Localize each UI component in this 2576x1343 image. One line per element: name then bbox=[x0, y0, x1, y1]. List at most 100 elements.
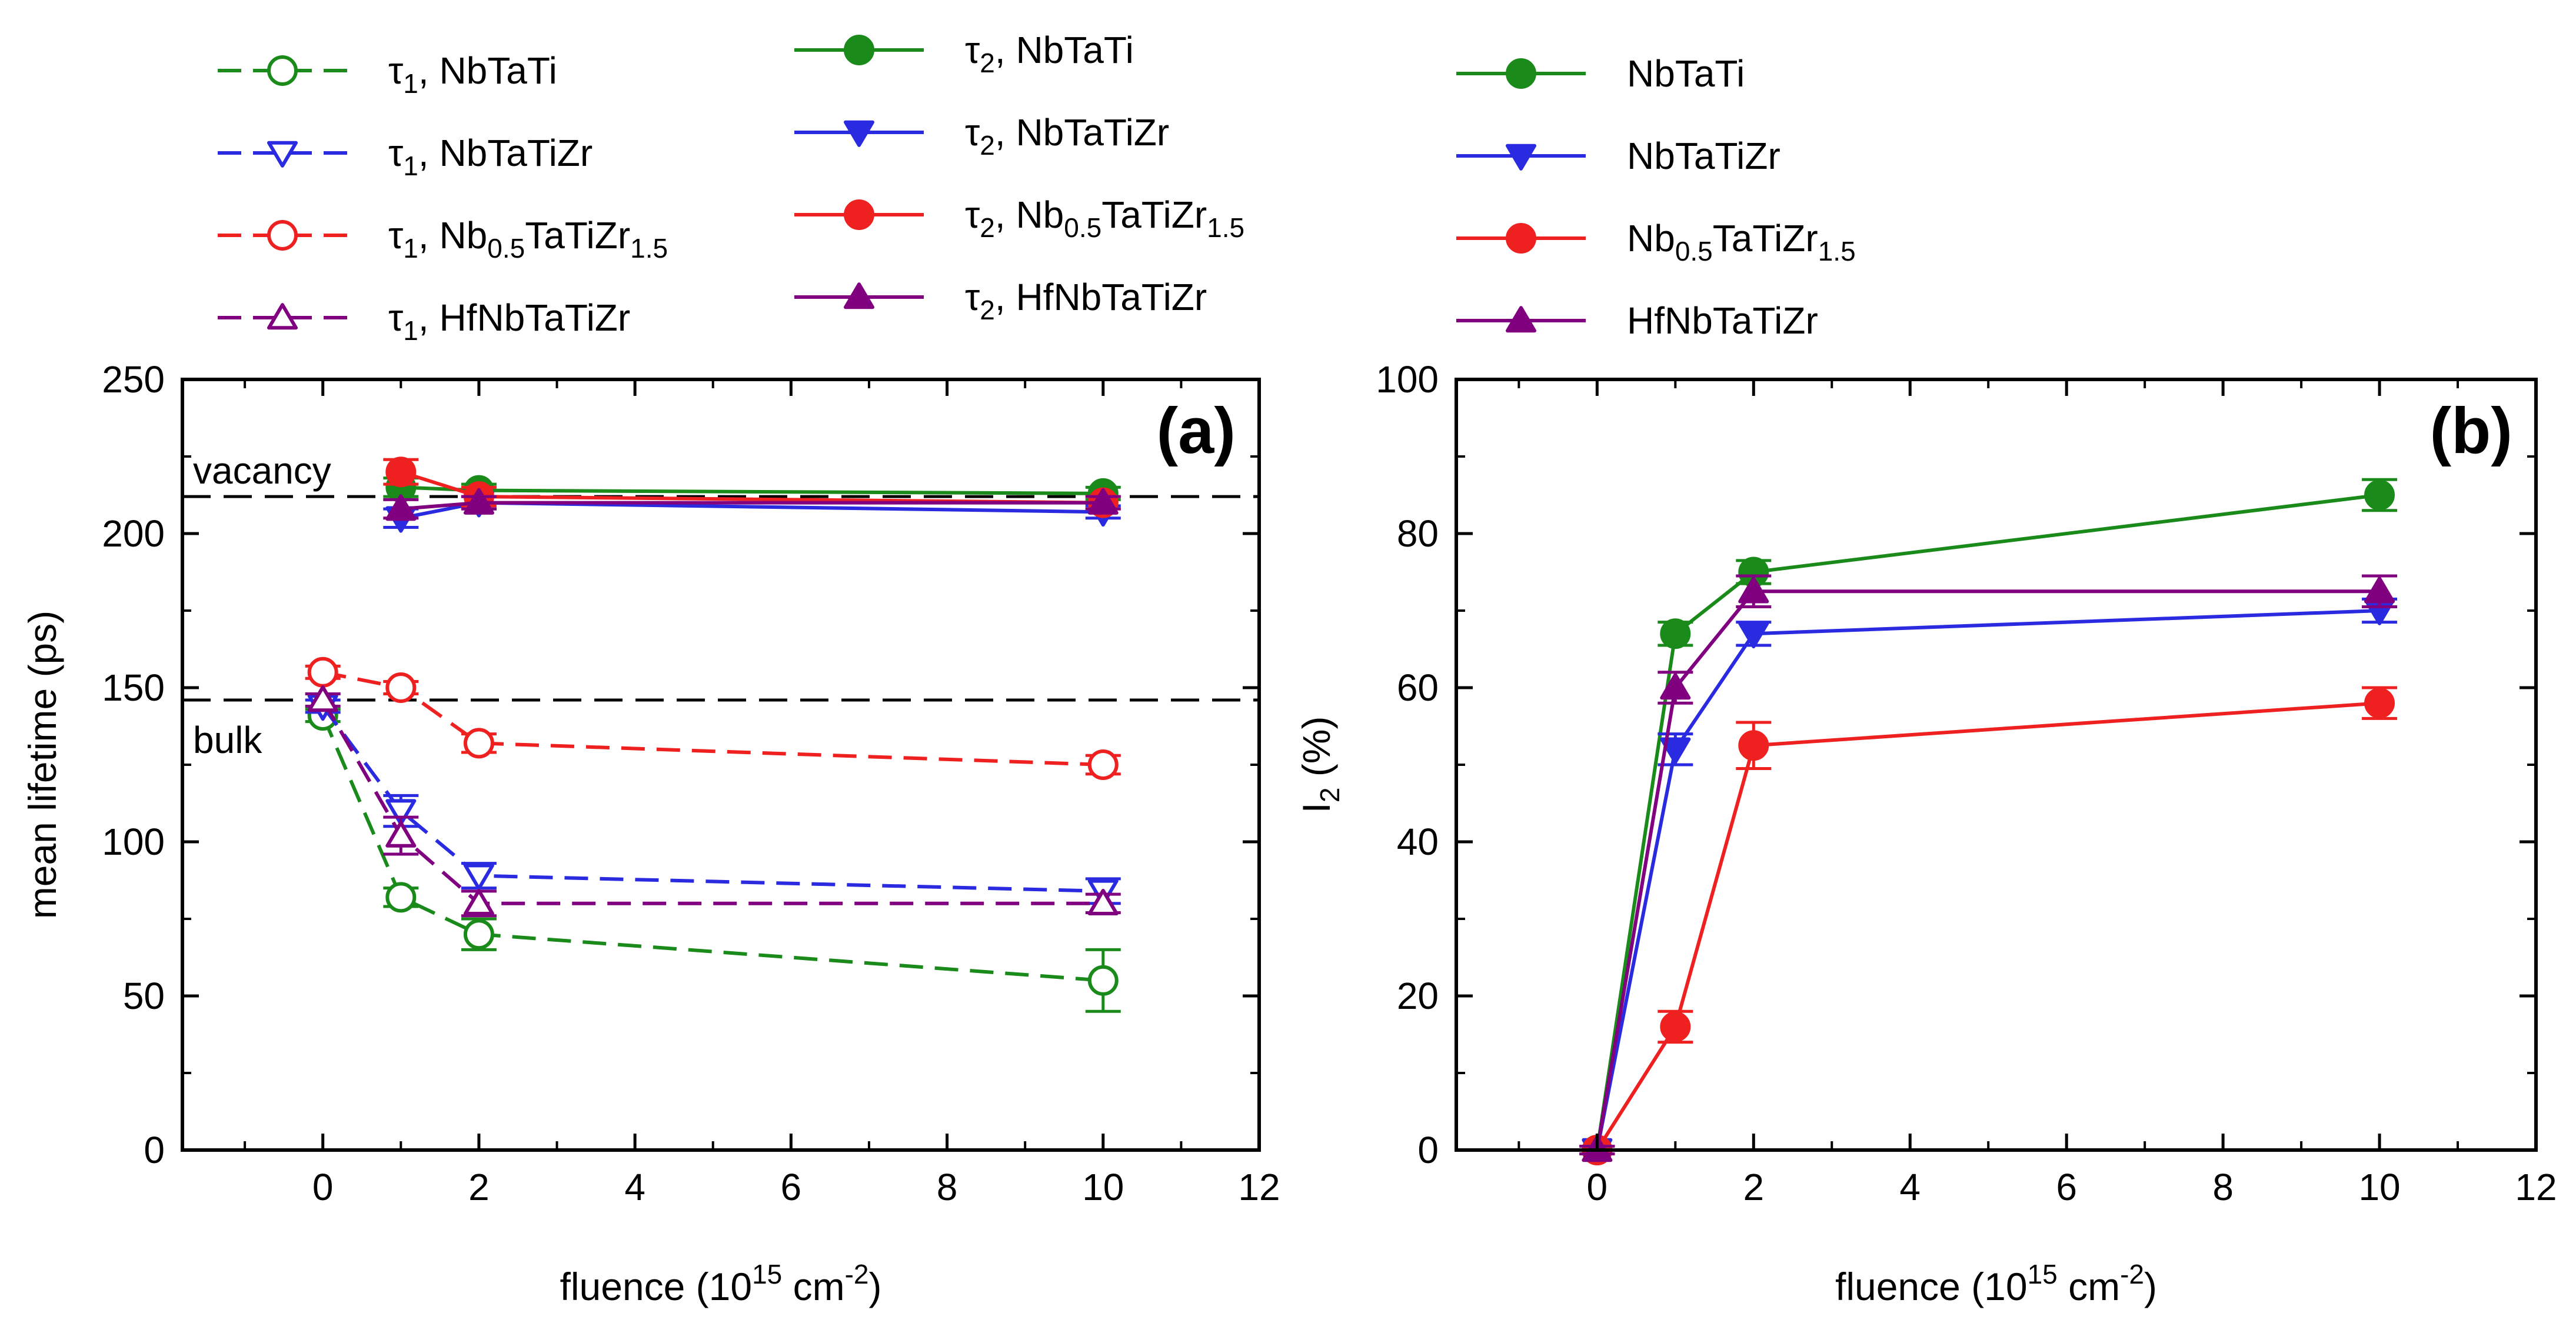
data-point bbox=[463, 888, 494, 916]
legend-entry: τ1, NbTaTi bbox=[218, 49, 557, 99]
legend-label-text: , NbTaTi bbox=[995, 29, 1134, 71]
data-point bbox=[385, 672, 417, 703]
legend-label-text: τ bbox=[965, 276, 980, 318]
data-point bbox=[385, 821, 417, 848]
data-point bbox=[463, 488, 494, 515]
series-1 bbox=[305, 694, 1121, 906]
data-point bbox=[463, 919, 494, 950]
legend-label-text: τ bbox=[388, 214, 403, 256]
legend-label-text: τ bbox=[388, 296, 403, 339]
legend-label: τ1, NbTaTi bbox=[388, 49, 557, 99]
y-tick-label: 150 bbox=[102, 666, 165, 709]
panel-label: (a) bbox=[1157, 395, 1236, 467]
legend-label-text: TaTiZr bbox=[1101, 194, 1207, 236]
data-point bbox=[2364, 479, 2395, 511]
series-line bbox=[321, 714, 1104, 982]
legend-label-sub: 0.5 bbox=[1064, 212, 1101, 243]
series-2 bbox=[305, 656, 1121, 780]
legend-label-text: , HfNbTaTiZr bbox=[418, 296, 630, 339]
data-point bbox=[1660, 673, 1691, 700]
legend-entry: τ2, HfNbTaTiZr bbox=[794, 276, 1207, 325]
legend-label-text: , NbTaTiZr bbox=[995, 111, 1169, 154]
legend-label-text: NbTaTi bbox=[1627, 52, 1745, 95]
data-point bbox=[1087, 488, 1119, 515]
legend-label: HfNbTaTiZr bbox=[1627, 299, 1818, 342]
series-line bbox=[322, 670, 1103, 767]
legend-label-sub: 1.5 bbox=[1207, 212, 1244, 243]
x-tick-label: 4 bbox=[1899, 1166, 1921, 1208]
data-point bbox=[1738, 576, 1769, 604]
legend-label: NbTaTi bbox=[1627, 52, 1745, 95]
y-tick-label: 50 bbox=[123, 975, 165, 1017]
y-axis-label-sub: 2 bbox=[1314, 788, 1345, 803]
y-axis-label-text: (%) bbox=[1294, 717, 1338, 788]
legend-label: NbTaTiZr bbox=[1627, 135, 1780, 177]
legend-label-text: , Nb bbox=[995, 194, 1064, 236]
y-tick-label: 0 bbox=[144, 1129, 165, 1171]
data-point bbox=[1087, 965, 1119, 996]
panel-label: (b) bbox=[2430, 395, 2512, 467]
legend-marker bbox=[267, 55, 298, 86]
series-line bbox=[401, 485, 1103, 495]
x-axis-label: fluence (1015 cm-2) bbox=[1835, 1259, 2157, 1308]
series-2 bbox=[1579, 686, 2398, 1165]
legend-label: τ2, NbTaTiZr bbox=[965, 111, 1169, 161]
legend-label: τ2, NbTaTi bbox=[965, 29, 1134, 78]
legend-label-text: , HfNbTaTiZr bbox=[995, 276, 1207, 318]
data-point bbox=[1738, 622, 1769, 649]
y-axis-label: mean lifetime (ps) bbox=[21, 611, 64, 919]
y-tick-label: 100 bbox=[1376, 358, 1439, 401]
x-tick-label: 6 bbox=[2056, 1166, 2077, 1208]
x-tick-label: 10 bbox=[1082, 1166, 1124, 1208]
legend-label-text: τ bbox=[388, 132, 403, 174]
series-7 bbox=[383, 488, 1121, 521]
legend-marker bbox=[267, 141, 298, 168]
legend-label-sub: 0.5 bbox=[487, 233, 525, 264]
y-tick-label: 100 bbox=[102, 821, 165, 863]
legend-label-sub: 0.5 bbox=[1675, 236, 1713, 266]
legend-marker bbox=[844, 35, 874, 65]
legend-label-sub: 2 bbox=[980, 130, 995, 161]
series-line bbox=[400, 470, 1103, 505]
legend-entry: τ1, HfNbTaTiZr bbox=[218, 296, 630, 346]
legend-marker bbox=[267, 220, 298, 251]
legend-label-sub: 1 bbox=[403, 315, 418, 346]
legend-label: τ1, NbTaTiZr bbox=[388, 132, 593, 181]
x-axis-label: fluence (1015 cm-2) bbox=[560, 1259, 882, 1308]
series-0 bbox=[1579, 478, 2398, 1165]
legend-label-text: , Nb bbox=[418, 214, 487, 256]
panel-b: 0 2 4 6 8 10 12 0 20 40 60 80 100 (b) fluence (1015 cm… bbox=[1294, 358, 2557, 1308]
legend-marker bbox=[1506, 223, 1536, 254]
legend-label-text: TaTiZr bbox=[1713, 217, 1818, 259]
legend-label-text: τ bbox=[388, 49, 403, 92]
data-point bbox=[1087, 749, 1119, 780]
x-axis-label-sup: -2 bbox=[845, 1259, 869, 1289]
legend-label-sub: 1 bbox=[403, 68, 418, 99]
legend-entry: τ2, Nb0.5TaTiZr1.5 bbox=[794, 194, 1244, 243]
legend-label-sub: 2 bbox=[980, 295, 995, 325]
x-tick-label: 8 bbox=[937, 1166, 958, 1208]
data-point bbox=[1660, 1011, 1691, 1042]
x-tick-label: 4 bbox=[624, 1166, 645, 1208]
x-tick-label: 12 bbox=[2515, 1166, 2557, 1208]
y-tick-label: 20 bbox=[1397, 975, 1439, 1017]
data-point bbox=[1660, 618, 1691, 649]
legend-marker bbox=[1506, 306, 1536, 333]
x-tick-label: 0 bbox=[312, 1166, 334, 1208]
y-axis-label: I2 (%) bbox=[1294, 717, 1345, 814]
legend-label-sub: 2 bbox=[980, 48, 995, 78]
y-tick-label: 40 bbox=[1397, 821, 1439, 863]
x-tick-label: 2 bbox=[468, 1166, 490, 1208]
data-point bbox=[1087, 888, 1119, 916]
series-line bbox=[321, 705, 1103, 893]
legend-label-sub: 1 bbox=[403, 233, 418, 264]
legend-label-sub: 2 bbox=[980, 212, 995, 243]
data-point bbox=[385, 882, 417, 913]
legend-entry: HfNbTaTiZr bbox=[1456, 299, 1818, 342]
series-line bbox=[1595, 701, 2380, 1151]
legend-label-text: , NbTaTiZr bbox=[418, 132, 593, 174]
legend-entry: τ2, NbTaTi bbox=[794, 29, 1134, 78]
data-point bbox=[1738, 730, 1769, 761]
y-tick-label: 250 bbox=[102, 358, 165, 401]
x-axis-label-text: ) bbox=[2144, 1265, 2157, 1308]
